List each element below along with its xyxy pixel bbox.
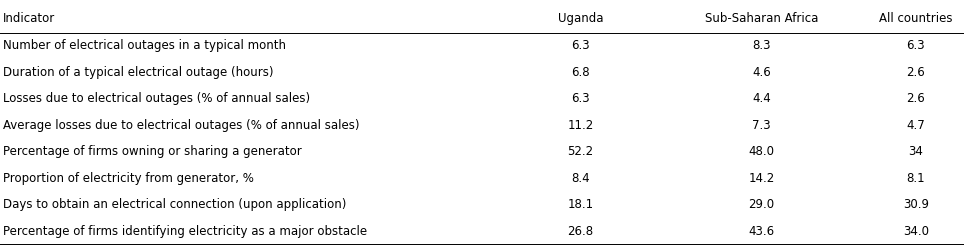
Text: 34: 34 bbox=[908, 145, 924, 158]
Text: 34.0: 34.0 bbox=[903, 225, 928, 238]
Text: 4.4: 4.4 bbox=[752, 92, 771, 105]
Text: 4.6: 4.6 bbox=[752, 66, 771, 79]
Text: 8.4: 8.4 bbox=[571, 172, 590, 185]
Text: 26.8: 26.8 bbox=[567, 225, 594, 238]
Text: Percentage of firms identifying electricity as a major obstacle: Percentage of firms identifying electric… bbox=[3, 225, 367, 238]
Text: 6.8: 6.8 bbox=[571, 66, 590, 79]
Text: 8.1: 8.1 bbox=[906, 172, 925, 185]
Text: Percentage of firms owning or sharing a generator: Percentage of firms owning or sharing a … bbox=[3, 145, 302, 158]
Text: 6.3: 6.3 bbox=[571, 40, 590, 52]
Text: Uganda: Uganda bbox=[557, 12, 603, 25]
Text: Number of electrical outages in a typical month: Number of electrical outages in a typica… bbox=[3, 40, 286, 52]
Text: 4.7: 4.7 bbox=[906, 119, 925, 132]
Text: 43.6: 43.6 bbox=[748, 225, 775, 238]
Text: 7.3: 7.3 bbox=[752, 119, 771, 132]
Text: Indicator: Indicator bbox=[3, 12, 55, 25]
Text: Proportion of electricity from generator, %: Proportion of electricity from generator… bbox=[3, 172, 254, 185]
Text: 8.3: 8.3 bbox=[752, 40, 771, 52]
Text: All countries: All countries bbox=[879, 12, 952, 25]
Text: 2.6: 2.6 bbox=[906, 66, 925, 79]
Text: 52.2: 52.2 bbox=[567, 145, 594, 158]
Text: Duration of a typical electrical outage (hours): Duration of a typical electrical outage … bbox=[3, 66, 274, 79]
Text: 6.3: 6.3 bbox=[906, 40, 925, 52]
Text: 2.6: 2.6 bbox=[906, 92, 925, 105]
Text: 6.3: 6.3 bbox=[571, 92, 590, 105]
Text: 29.0: 29.0 bbox=[748, 198, 775, 211]
Text: Losses due to electrical outages (% of annual sales): Losses due to electrical outages (% of a… bbox=[3, 92, 310, 105]
Text: 18.1: 18.1 bbox=[567, 198, 594, 211]
Text: 30.9: 30.9 bbox=[903, 198, 928, 211]
Text: Average losses due to electrical outages (% of annual sales): Average losses due to electrical outages… bbox=[3, 119, 360, 132]
Text: 11.2: 11.2 bbox=[567, 119, 594, 132]
Text: Days to obtain an electrical connection (upon application): Days to obtain an electrical connection … bbox=[3, 198, 346, 211]
Text: Sub-Saharan Africa: Sub-Saharan Africa bbox=[705, 12, 818, 25]
Text: 48.0: 48.0 bbox=[749, 145, 774, 158]
Text: 14.2: 14.2 bbox=[748, 172, 775, 185]
